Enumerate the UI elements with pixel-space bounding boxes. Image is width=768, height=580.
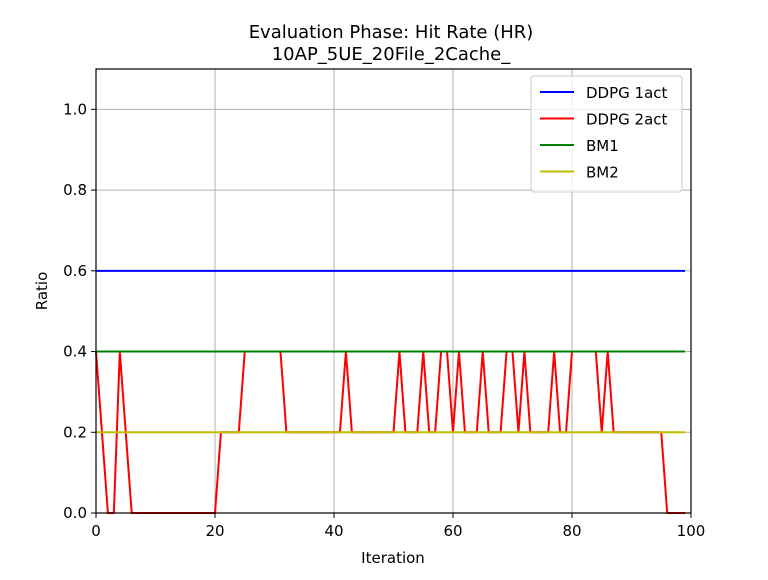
legend-label-bm2: BM2 (586, 164, 619, 182)
x-tick-label: 0 (91, 522, 101, 540)
y-tick-label: 0.0 (63, 504, 87, 522)
y-tick-label: 0.6 (63, 262, 87, 280)
y-tick-label: 1.0 (63, 100, 87, 118)
legend-box (530, 75, 683, 193)
legend-label-ddpg-2act: DDPG 2act (586, 111, 668, 129)
x-tick-label: 60 (443, 522, 462, 540)
y-tick-label: 0.2 (63, 423, 87, 441)
axis-ticks: 0 20 40 60 80 100 0.0 0.2 0.4 0.6 0.8 1.0 (63, 100, 705, 540)
y-axis-label: Ratio (33, 272, 51, 311)
legend-label-ddpg-1act: DDPG 1act (586, 84, 668, 102)
chart-subtitle: 10AP_5UE_20File_2Cache_ (272, 44, 512, 65)
plot-frame (95, 68, 692, 514)
legend: DDPG 1act DDPG 2act BM1 BM2 (530, 75, 683, 193)
chart-title: Evaluation Phase: Hit Rate (HR) (249, 22, 534, 43)
x-tick-label: 100 (677, 522, 706, 540)
legend-label-bm1: BM1 (586, 137, 619, 155)
x-tick-label: 40 (324, 522, 343, 540)
series-lines (95, 269, 686, 514)
y-tick-label: 0.4 (63, 343, 87, 361)
x-tick-label: 20 (205, 522, 224, 540)
y-tick-label: 0.8 (63, 181, 87, 199)
x-axis-label: Iteration (361, 549, 425, 567)
x-tick-label: 80 (562, 522, 581, 540)
